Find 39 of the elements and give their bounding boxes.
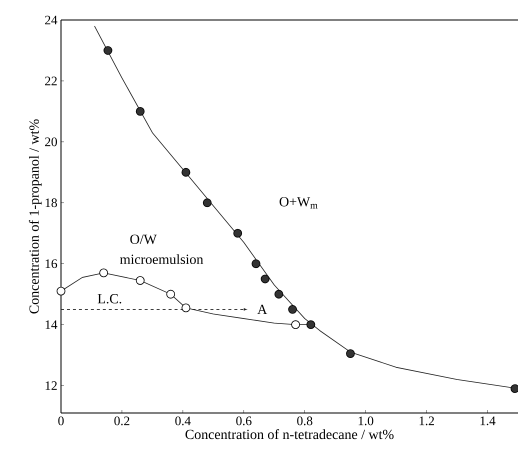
- x-tick-label: 0.2: [114, 416, 130, 426]
- point: [346, 349, 355, 358]
- y-tick-label: 12: [46, 381, 57, 390]
- point: [306, 320, 316, 330]
- point: [136, 107, 145, 116]
- y-tick-label: 14: [46, 320, 58, 329]
- annotation: O+W$_{m}$: [280, 197, 318, 208]
- point: [252, 259, 260, 268]
- x-tick-label: 0.8: [297, 416, 312, 426]
- point: [182, 168, 190, 177]
- annotation: L.C.: [98, 294, 122, 304]
- x-tick-label: 1.0: [358, 416, 374, 426]
- annotation: O/W: [130, 234, 157, 244]
- y-tick-label: 18: [46, 198, 57, 208]
- point: [233, 228, 242, 238]
- annotation: A: [257, 304, 268, 314]
- x-tick-label: 1.4: [480, 416, 496, 426]
- point: [166, 290, 176, 299]
- x-axis-title: Concentration of n-tetradecane / wt%: [186, 429, 394, 440]
- x-tick-label: 1.2: [420, 416, 434, 426]
- point: [274, 290, 284, 299]
- y-tick-label: 20: [45, 137, 57, 146]
- y-tick-label: 16: [46, 259, 58, 268]
- y-tick-label: 24: [45, 16, 58, 24]
- point: [288, 305, 297, 314]
- point: [182, 304, 190, 312]
- point: [104, 46, 112, 55]
- point: [291, 320, 300, 330]
- point: [202, 198, 212, 208]
- x-tick-label: 0.6: [236, 416, 252, 426]
- point: [99, 268, 108, 278]
- point: [136, 276, 145, 285]
- point: [56, 286, 66, 296]
- y-axis-title: Concentration of 1-propanol / wt%: [28, 119, 42, 314]
- x-tick-label: 0.4: [175, 416, 191, 426]
- point: [260, 274, 270, 284]
- annotation: microemulsion: [120, 254, 204, 264]
- y-tick-label: 22: [45, 76, 57, 86]
- x-tick-label: 0: [58, 416, 64, 426]
